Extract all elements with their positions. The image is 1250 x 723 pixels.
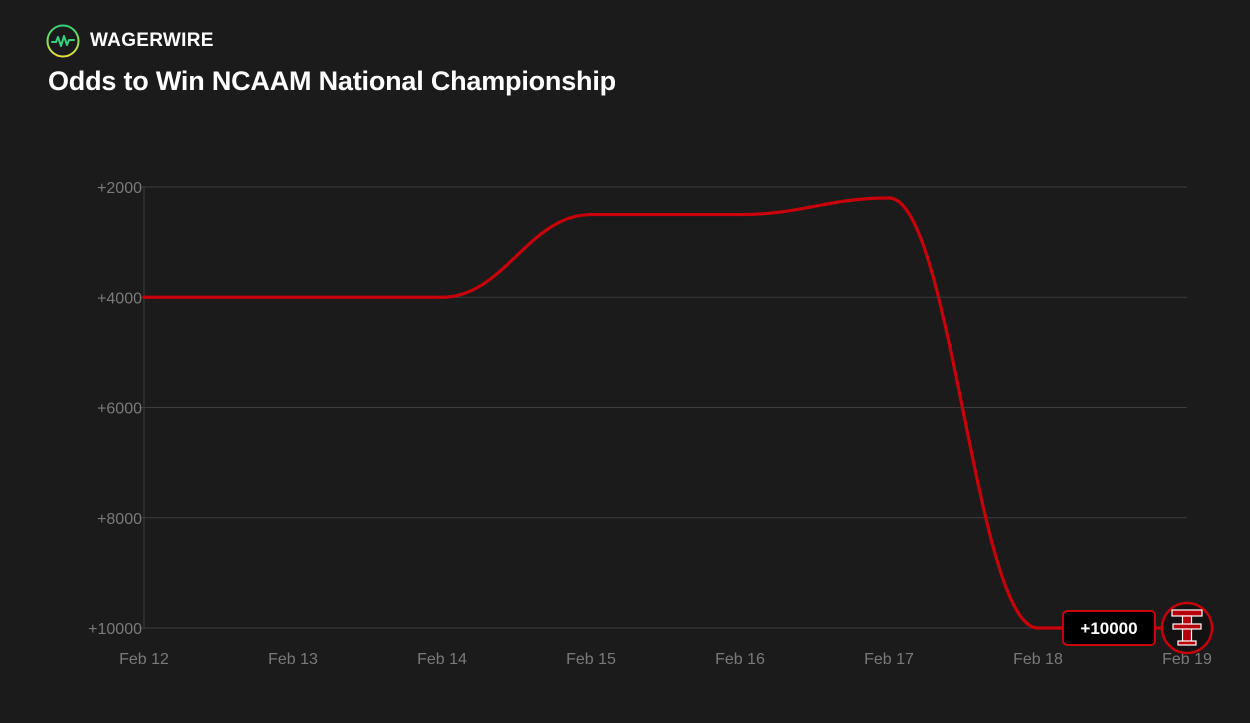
x-tick-label: Feb 15	[566, 651, 616, 668]
texas-tech-logo-icon	[1160, 601, 1214, 655]
x-tick-label: Feb 19	[1162, 651, 1212, 668]
x-tick-label: Feb 18	[1013, 651, 1063, 668]
series-line	[142, 196, 1189, 630]
brand: WAGERWIRE	[46, 24, 214, 58]
last-value-badge	[1062, 610, 1156, 646]
y-tick-label: +4000	[97, 290, 142, 307]
series-layer	[142, 196, 1189, 630]
y-axis-ticks: +2000 +4000 +6000 +8000 +10000	[88, 180, 142, 638]
y-tick-label: +2000	[97, 180, 142, 197]
grid-layer	[139, 186, 1187, 629]
x-tick-label: Feb 14	[417, 651, 467, 668]
brand-name: WAGERWIRE	[90, 30, 214, 51]
callout-layer: +10000	[1062, 601, 1214, 655]
y-tick-label: +6000	[97, 401, 142, 418]
chart-title: Odds to Win NCAAM National Championship	[48, 66, 616, 96]
x-tick-label: Feb 16	[715, 651, 765, 668]
last-value-label: +10000	[1080, 619, 1137, 638]
y-tick-label: +8000	[97, 511, 142, 528]
y-tick-label: +10000	[88, 621, 142, 638]
x-tick-label: Feb 13	[268, 651, 318, 668]
x-tick-label: Feb 12	[119, 651, 169, 668]
wave-pulse-icon	[46, 24, 80, 58]
x-axis-ticks: Feb 12 Feb 13 Feb 14 Feb 15 Feb 16 Feb 17 Feb …	[119, 651, 1212, 668]
x-tick-label: Feb 17	[864, 651, 914, 668]
